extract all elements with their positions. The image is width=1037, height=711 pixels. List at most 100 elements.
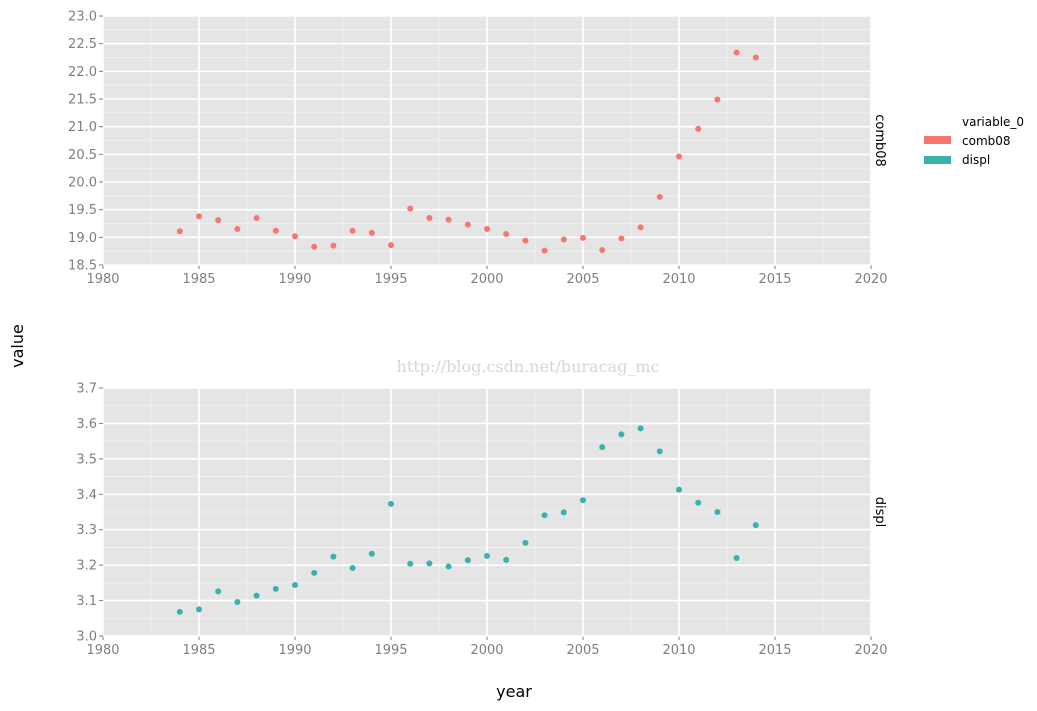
y-tick-label: 3.0	[76, 630, 97, 645]
data-point-displ	[272, 585, 279, 592]
y-tick-label: 3.5	[76, 452, 97, 467]
data-point-displ	[695, 499, 702, 506]
y-tick-label: 3.3	[76, 523, 97, 538]
data-point-comb08	[311, 243, 318, 250]
y-tick-label: 3.7	[76, 382, 97, 397]
data-point-comb08	[733, 49, 740, 56]
data-point-comb08	[349, 227, 356, 234]
data-point-comb08	[292, 233, 298, 240]
data-point-displ	[176, 608, 183, 615]
y-tick-label: 20.5	[68, 148, 97, 163]
data-point-displ	[445, 563, 452, 570]
legend: variable_0 comb08 displ	[924, 115, 1024, 167]
data-point-displ	[503, 556, 510, 563]
data-point-displ	[368, 550, 375, 557]
legend-key-displ	[924, 156, 951, 164]
x-tick-label: 2000	[470, 272, 503, 287]
y-tick-label: 22.0	[68, 65, 97, 80]
data-point-comb08	[426, 214, 433, 221]
x-tick-label: 1985	[182, 643, 215, 658]
data-point-comb08	[503, 231, 510, 238]
data-point-comb08	[752, 54, 759, 61]
x-tick-label: 1995	[374, 643, 407, 658]
data-point-comb08	[695, 125, 702, 132]
data-point-displ	[253, 592, 260, 599]
data-point-displ	[676, 486, 682, 493]
legend-label-comb08: comb08	[962, 134, 1011, 148]
data-point-comb08	[234, 226, 241, 233]
y-tick-label: 22.5	[68, 37, 97, 52]
y-tick-label: 3.2	[76, 559, 97, 574]
data-point-comb08	[272, 227, 279, 234]
x-tick-label: 1980	[86, 272, 119, 287]
x-tick-label: 2020	[854, 272, 887, 287]
data-point-comb08	[560, 236, 567, 243]
data-point-displ	[580, 497, 586, 504]
y-tick-label: 19.0	[68, 231, 97, 246]
data-point-displ	[349, 564, 356, 571]
data-point-comb08	[580, 234, 586, 241]
y-tick-label: 23.0	[68, 10, 97, 25]
data-point-comb08	[656, 193, 663, 200]
data-point-displ	[522, 539, 529, 546]
x-axis-title: year	[496, 682, 532, 701]
y-tick-label: 3.1	[76, 594, 97, 609]
y-tick-label: 3.4	[76, 488, 97, 503]
data-point-comb08	[215, 217, 222, 224]
data-point-displ	[541, 512, 548, 519]
x-tick-label: 1990	[278, 643, 311, 658]
y-tick-label: 20.0	[68, 176, 97, 191]
data-point-displ	[407, 560, 414, 567]
data-point-displ	[560, 509, 567, 516]
y-tick-label: 18.5	[68, 259, 97, 274]
data-point-comb08	[368, 229, 375, 236]
watermark-text: http://blog.csdn.net/buracag_mc	[397, 357, 660, 376]
x-tick-label: 1990	[278, 272, 311, 287]
data-point-displ	[311, 569, 318, 576]
data-point-displ	[464, 557, 471, 564]
x-tick-label: 2005	[566, 643, 599, 658]
data-point-comb08	[541, 247, 548, 254]
x-tick-label: 1995	[374, 272, 407, 287]
data-point-comb08	[618, 235, 625, 242]
data-point-comb08	[388, 242, 394, 249]
data-point-comb08	[176, 228, 183, 235]
data-point-displ	[618, 431, 625, 438]
data-point-displ	[733, 555, 740, 562]
facet-panels: 1980 1985 1990 1995 2000 2005 2010 2015 2020 18.5…	[68, 10, 888, 659]
legend-label-displ: displ	[962, 153, 990, 167]
data-point-displ	[714, 509, 721, 515]
data-point-displ	[196, 606, 202, 613]
data-point-comb08	[522, 237, 529, 244]
data-point-comb08	[445, 216, 452, 223]
data-point-comb08	[407, 205, 414, 212]
data-point-comb08	[676, 153, 682, 160]
facet-strip-label: comb08	[872, 114, 887, 167]
data-point-comb08	[599, 247, 606, 254]
data-point-displ	[388, 500, 394, 507]
data-point-displ	[484, 552, 490, 559]
data-point-displ	[215, 588, 222, 595]
data-point-comb08	[714, 96, 721, 103]
data-point-displ	[234, 598, 241, 605]
data-point-displ	[330, 553, 337, 560]
data-point-displ	[656, 448, 663, 455]
y-axis-title: value	[8, 324, 27, 368]
x-tick-label: 2010	[662, 643, 695, 658]
data-point-comb08	[253, 214, 260, 221]
legend-title: variable_0	[962, 115, 1024, 129]
data-point-displ	[599, 444, 606, 451]
data-point-displ	[426, 560, 433, 567]
y-tick-label: 3.6	[76, 417, 97, 432]
data-point-comb08	[637, 224, 644, 231]
data-point-displ	[292, 581, 298, 588]
x-tick-label: 2010	[662, 272, 695, 287]
data-point-comb08	[330, 242, 337, 249]
data-point-displ	[637, 425, 644, 432]
data-point-comb08	[196, 213, 202, 220]
legend-key-comb08	[924, 136, 951, 144]
y-tick-label: 19.5	[68, 203, 97, 218]
y-tick-label: 21.0	[68, 120, 97, 135]
x-tick-label: 2005	[566, 272, 599, 287]
facet-panel-comb08: 1980 1985 1990 1995 2000 2005 2010 2015 2020 18.5…	[68, 10, 888, 288]
